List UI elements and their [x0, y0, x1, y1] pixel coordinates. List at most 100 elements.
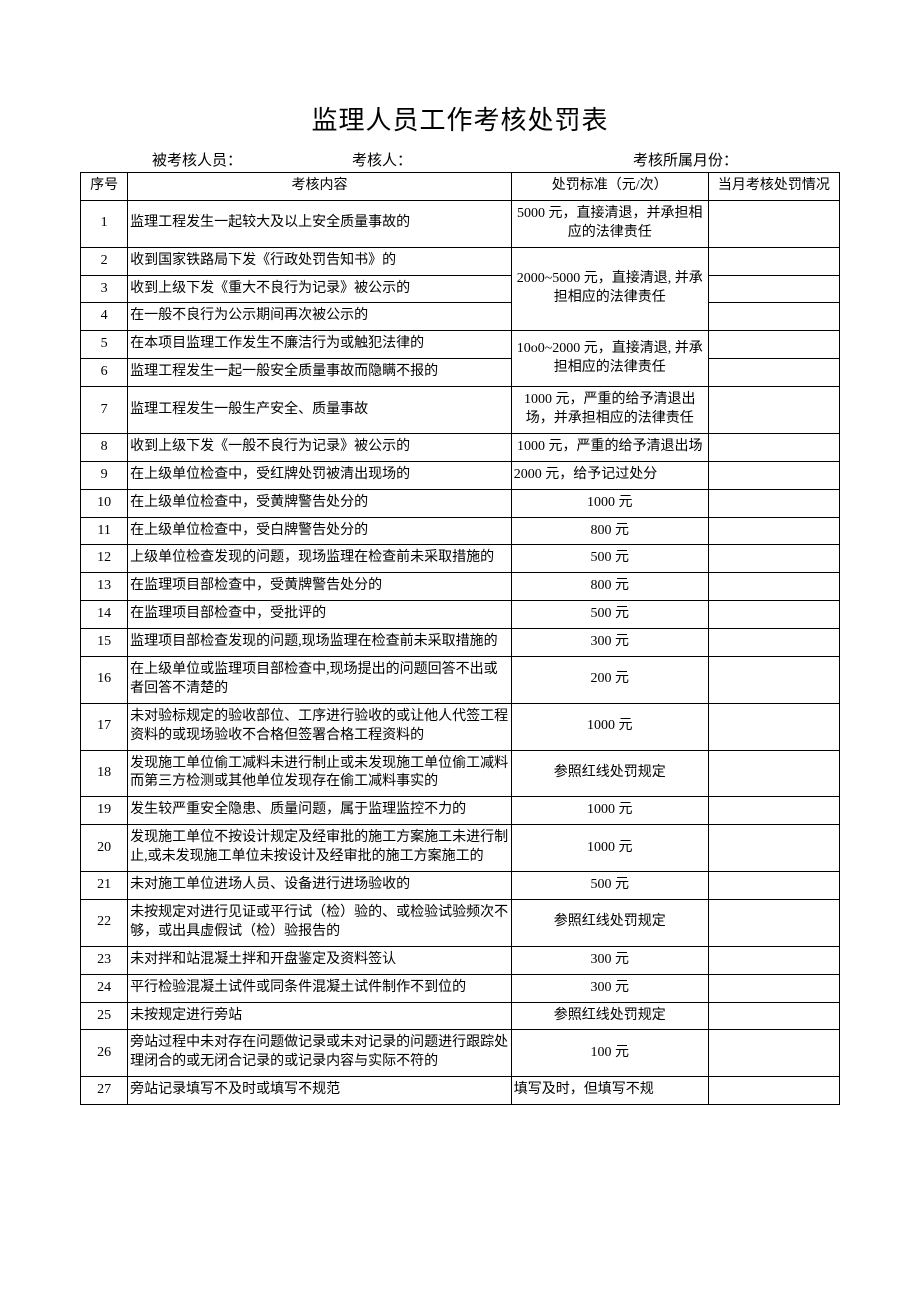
cell-status	[708, 433, 839, 461]
cell-standard: 800 元	[511, 517, 708, 545]
cell-status	[708, 247, 839, 275]
cell-content: 在上级单位检查中，受红牌处罚被清出现场的	[128, 461, 512, 489]
table-row: 10在上级单位检查中，受黄牌警告处分的1000 元	[81, 489, 840, 517]
cell-standard: 300 元	[511, 974, 708, 1002]
cell-content: 监理工程发生一般生产安全、质量事故	[128, 387, 512, 434]
cell-status	[708, 1030, 839, 1077]
cell-status	[708, 573, 839, 601]
cell-status	[708, 629, 839, 657]
table-row: 24平行检验混凝土试件或同条件混凝土试件制作不到位的300 元	[81, 974, 840, 1002]
cell-content: 在上级单位检查中，受黄牌警告处分的	[128, 489, 512, 517]
table-row: 17未对验标规定的验收部位、工序进行验收的或让他人代签工程资料的或现场验收不合格…	[81, 703, 840, 750]
table-row: 2收到国家铁路局下发《行政处罚告知书》的2000~5000 元，直接清退, 并承…	[81, 247, 840, 275]
table-row: 8收到上级下发《一般不良行为记录》被公示的1000 元，严重的给予清退出场	[81, 433, 840, 461]
cell-seq: 25	[81, 1002, 128, 1030]
cell-standard: 填写及时，但填写不规	[511, 1077, 708, 1105]
cell-status	[708, 974, 839, 1002]
cell-seq: 4	[81, 303, 128, 331]
table-row: 18发现施工单位偷工减料未进行制止或未发现施工单位偷工减料而第三方检测或其他单位…	[81, 750, 840, 797]
cell-content: 在上级单位检查中，受白牌警告处分的	[128, 517, 512, 545]
cell-standard: 1000 元	[511, 489, 708, 517]
cell-content: 发现施工单位不按设计规定及经审批的施工方案施工未进行制止,或未发现施工单位未按设…	[128, 825, 512, 872]
cell-seq: 24	[81, 974, 128, 1002]
table-row: 22未按规定对进行见证或平行试（检）验的、或检验试验频次不够，或出具虚假试（检）…	[81, 899, 840, 946]
table-row: 5在本项目监理工作发生不廉洁行为或触犯法律的10o0~2000 元，直接清退, …	[81, 331, 840, 359]
cell-content: 未对拌和站混凝土拌和开盘鉴定及资料签认	[128, 946, 512, 974]
cell-content: 未对施工单位进场人员、设备进行进场验收的	[128, 872, 512, 900]
cell-seq: 13	[81, 573, 128, 601]
cell-status	[708, 517, 839, 545]
page-title: 监理人员工作考核处罚表	[80, 100, 840, 137]
cell-seq: 26	[81, 1030, 128, 1077]
cell-content: 监理项目部检查发现的问题,现场监理在检查前未采取措施的	[128, 629, 512, 657]
table-row: 9在上级单位检查中，受红牌处罚被清出现场的2000 元，给予记过处分	[81, 461, 840, 489]
cell-content: 发现施工单位偷工减料未进行制止或未发现施工单位偷工减料而第三方检测或其他单位发现…	[128, 750, 512, 797]
cell-status	[708, 387, 839, 434]
cell-standard: 参照红线处罚规定	[511, 899, 708, 946]
assessment-table: 序号 考核内容 处罚标准（元/次） 当月考核处罚情况 1监理工程发生一起较大及以…	[80, 172, 840, 1105]
cell-seq: 16	[81, 657, 128, 704]
cell-standard: 200 元	[511, 657, 708, 704]
cell-status	[708, 275, 839, 303]
table-row: 3收到上级下发《重大不良行为记录》被公示的	[81, 275, 840, 303]
cell-standard: 2000~5000 元，直接清退, 并承担相应的法律责任	[511, 247, 708, 331]
cell-seq: 17	[81, 703, 128, 750]
cell-seq: 2	[81, 247, 128, 275]
cell-seq: 18	[81, 750, 128, 797]
cell-standard: 100 元	[511, 1030, 708, 1077]
col-content-header: 考核内容	[128, 173, 512, 201]
table-row: 13在监理项目部检查中，受黄牌警告处分的800 元	[81, 573, 840, 601]
month-label: 考核所属月份：	[552, 149, 838, 170]
subheader: 被考核人员： 考核人： 考核所属月份：	[80, 149, 840, 170]
table-row: 14在监理项目部检查中，受批评的500 元	[81, 601, 840, 629]
cell-standard: 500 元	[511, 601, 708, 629]
cell-status	[708, 703, 839, 750]
cell-status	[708, 461, 839, 489]
cell-content: 监理工程发生一起较大及以上安全质量事故的	[128, 200, 512, 247]
cell-content: 上级单位检查发现的问题，现场监理在检查前未采取措施的	[128, 545, 512, 573]
cell-status	[708, 657, 839, 704]
cell-seq: 1	[81, 200, 128, 247]
table-row: 1监理工程发生一起较大及以上安全质量事故的5000 元，直接清退，并承担相应的法…	[81, 200, 840, 247]
cell-status	[708, 303, 839, 331]
cell-seq: 12	[81, 545, 128, 573]
assessor-label: 考核人：	[352, 149, 552, 170]
cell-status	[708, 489, 839, 517]
cell-content: 旁站过程中未对存在问题做记录或未对记录的问题进行跟踪处理闭合的或无闭合记录的或记…	[128, 1030, 512, 1077]
cell-seq: 3	[81, 275, 128, 303]
table-row: 27旁站记录填写不及时或填写不规范填写及时，但填写不规	[81, 1077, 840, 1105]
cell-status	[708, 1077, 839, 1105]
person-label: 被考核人员：	[82, 149, 352, 170]
cell-status	[708, 331, 839, 359]
table-row: 23未对拌和站混凝土拌和开盘鉴定及资料签认300 元	[81, 946, 840, 974]
cell-content: 在本项目监理工作发生不廉洁行为或触犯法律的	[128, 331, 512, 359]
cell-standard: 500 元	[511, 545, 708, 573]
cell-standard: 1000 元	[511, 703, 708, 750]
cell-standard: 5000 元，直接清退，并承担相应的法律责任	[511, 200, 708, 247]
cell-seq: 22	[81, 899, 128, 946]
cell-seq: 5	[81, 331, 128, 359]
table-row: 12上级单位检查发现的问题，现场监理在检查前未采取措施的500 元	[81, 545, 840, 573]
col-standard-header: 处罚标准（元/次）	[511, 173, 708, 201]
table-row: 4在一般不良行为公示期间再次被公示的	[81, 303, 840, 331]
table-row: 7监理工程发生一般生产安全、质量事故1000 元，严重的给予清退出场，并承担相应…	[81, 387, 840, 434]
table-row: 19发生较严重安全隐患、质量问题，属于监理监控不力的1000 元	[81, 797, 840, 825]
table-row: 21未对施工单位进场人员、设备进行进场验收的500 元	[81, 872, 840, 900]
cell-standard: 800 元	[511, 573, 708, 601]
table-row: 11在上级单位检查中，受白牌警告处分的800 元	[81, 517, 840, 545]
cell-standard: 参照红线处罚规定	[511, 750, 708, 797]
cell-content: 收到国家铁路局下发《行政处罚告知书》的	[128, 247, 512, 275]
cell-seq: 14	[81, 601, 128, 629]
cell-standard: 1000 元	[511, 825, 708, 872]
cell-seq: 10	[81, 489, 128, 517]
cell-content: 监理工程发生一起一般安全质量事故而隐瞒不报的	[128, 359, 512, 387]
cell-seq: 19	[81, 797, 128, 825]
cell-status	[708, 359, 839, 387]
cell-status	[708, 601, 839, 629]
cell-content: 收到上级下发《重大不良行为记录》被公示的	[128, 275, 512, 303]
table-row: 6监理工程发生一起一般安全质量事故而隐瞒不报的	[81, 359, 840, 387]
cell-content: 在监理项目部检查中，受黄牌警告处分的	[128, 573, 512, 601]
cell-seq: 23	[81, 946, 128, 974]
cell-seq: 7	[81, 387, 128, 434]
cell-seq: 15	[81, 629, 128, 657]
